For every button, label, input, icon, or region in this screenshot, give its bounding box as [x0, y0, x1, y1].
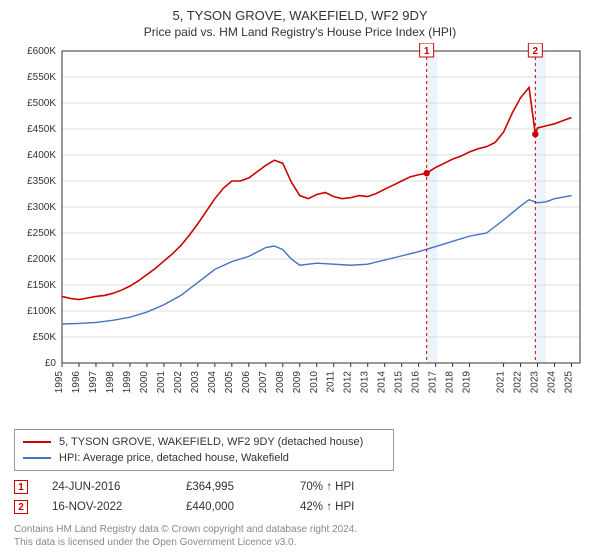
sale-marker-icon: 2	[14, 500, 28, 514]
svg-text:2001: 2001	[156, 371, 167, 394]
svg-text:£450K: £450K	[27, 124, 56, 135]
sale-row: 2 16-NOV-2022 £440,000 42% ↑ HPI	[14, 497, 586, 517]
svg-text:2012: 2012	[343, 371, 354, 394]
svg-text:2: 2	[533, 46, 539, 57]
svg-text:2021: 2021	[496, 371, 507, 394]
price-chart: £0 £50K £100K £150K £200K £250K £300K £350K £400…	[14, 43, 586, 423]
svg-text:2008: 2008	[275, 371, 286, 394]
svg-text:£50K: £50K	[33, 332, 57, 343]
svg-text:2015: 2015	[394, 371, 405, 394]
svg-text:1996: 1996	[71, 371, 82, 394]
footnote: Contains HM Land Registry data © Crown c…	[14, 523, 586, 549]
svg-text:1998: 1998	[105, 371, 116, 394]
svg-text:2009: 2009	[292, 371, 303, 394]
svg-text:2025: 2025	[564, 371, 575, 394]
svg-text:2022: 2022	[513, 371, 524, 394]
svg-text:1995: 1995	[54, 371, 65, 394]
sale-price: £440,000	[186, 501, 276, 513]
footnote-line-2: This data is licensed under the Open Gov…	[14, 537, 296, 548]
svg-text:£300K: £300K	[27, 202, 56, 213]
chart-legend: 5, TYSON GROVE, WAKEFIELD, WF2 9DY (deta…	[14, 429, 394, 471]
svg-text:2024: 2024	[547, 371, 558, 394]
page-title: 5, TYSON GROVE, WAKEFIELD, WF2 9DY	[14, 8, 586, 23]
svg-text:£150K: £150K	[27, 280, 56, 291]
svg-text:2018: 2018	[445, 371, 456, 394]
sale-delta: 70% ↑ HPI	[300, 481, 354, 493]
svg-text:£400K: £400K	[27, 150, 56, 161]
sale-row: 1 24-JUN-2016 £364,995 70% ↑ HPI	[14, 477, 586, 497]
svg-text:1: 1	[424, 46, 430, 57]
legend-label: HPI: Average price, detached house, Wake…	[59, 452, 289, 464]
svg-text:1997: 1997	[88, 371, 99, 394]
svg-text:2023: 2023	[530, 371, 541, 394]
legend-item: HPI: Average price, detached house, Wake…	[23, 450, 385, 466]
svg-text:2006: 2006	[241, 371, 252, 394]
legend-label: 5, TYSON GROVE, WAKEFIELD, WF2 9DY (deta…	[59, 436, 363, 448]
svg-text:2017: 2017	[428, 371, 439, 394]
svg-text:1999: 1999	[122, 371, 133, 394]
svg-text:£600K: £600K	[27, 46, 56, 57]
svg-text:2011: 2011	[326, 371, 337, 393]
svg-text:2000: 2000	[139, 371, 150, 394]
legend-swatch	[23, 441, 51, 443]
svg-text:£350K: £350K	[27, 176, 56, 187]
legend-swatch	[23, 457, 51, 459]
svg-text:2004: 2004	[207, 371, 218, 394]
svg-text:2002: 2002	[173, 371, 184, 394]
svg-text:2013: 2013	[360, 371, 371, 394]
sale-delta: 42% ↑ HPI	[300, 501, 354, 513]
svg-text:£250K: £250K	[27, 228, 56, 239]
sale-date: 16-NOV-2022	[52, 501, 162, 513]
footnote-line-1: Contains HM Land Registry data © Crown c…	[14, 524, 357, 535]
svg-text:2005: 2005	[224, 371, 235, 394]
sale-price: £364,995	[186, 481, 276, 493]
svg-text:£200K: £200K	[27, 254, 56, 265]
svg-text:£0: £0	[45, 358, 57, 369]
svg-text:2003: 2003	[190, 371, 201, 394]
svg-text:£100K: £100K	[27, 306, 56, 317]
svg-text:2019: 2019	[462, 371, 473, 394]
legend-item: 5, TYSON GROVE, WAKEFIELD, WF2 9DY (deta…	[23, 434, 385, 450]
svg-text:2010: 2010	[309, 371, 320, 394]
page-subtitle: Price paid vs. HM Land Registry's House …	[14, 25, 586, 39]
svg-text:2016: 2016	[411, 371, 422, 394]
sales-table: 1 24-JUN-2016 £364,995 70% ↑ HPI 2 16-NOV-202…	[14, 477, 586, 517]
sale-date: 24-JUN-2016	[52, 481, 162, 493]
sale-marker-icon: 1	[14, 480, 28, 494]
svg-text:£550K: £550K	[27, 72, 56, 83]
svg-text:2014: 2014	[377, 371, 388, 394]
svg-text:2007: 2007	[258, 371, 269, 394]
svg-text:£500K: £500K	[27, 98, 56, 109]
